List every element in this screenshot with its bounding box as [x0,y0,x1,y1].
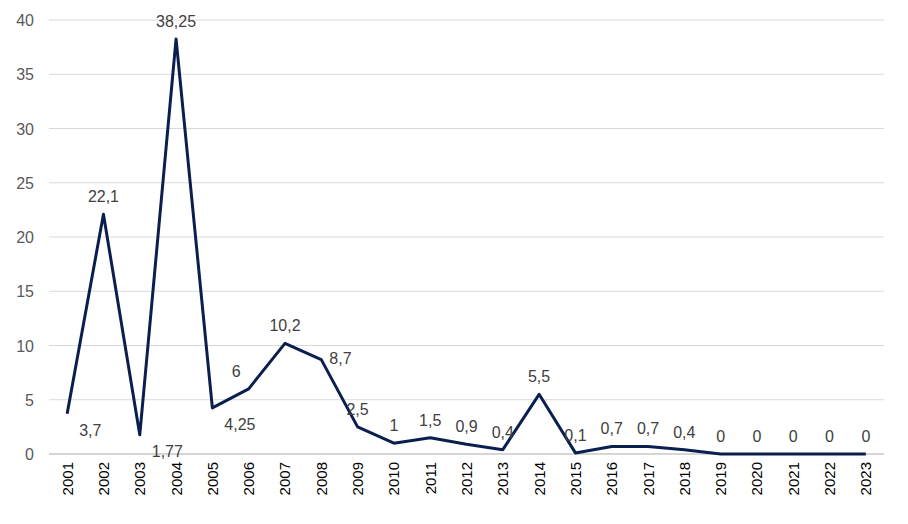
data-label: 0,1 [564,427,586,444]
x-tick-label: 2012 [458,462,475,495]
x-tick-label: 2004 [168,462,185,495]
data-label: 8,7 [329,350,351,367]
y-tick-label: 20 [16,229,34,246]
x-tick-label: 2002 [95,462,112,495]
grid-line [49,399,884,400]
data-label: 1,5 [419,412,441,429]
data-label: 3,7 [79,422,101,439]
plot-area [67,39,866,454]
data-label: 10,2 [269,317,300,334]
x-tick-label: 2015 [567,462,584,495]
data-label: 0 [752,428,761,445]
data-label: 38,25 [156,13,196,30]
data-label: 0,4 [673,424,695,441]
chart-container: 0510152025303540200120022003200420052006… [0,0,908,524]
y-tick-label: 25 [16,175,34,192]
y-tick-label: 10 [16,338,34,355]
y-tick-label: 40 [16,12,34,29]
x-tick-label: 2006 [240,462,257,495]
x-tick-label: 2001 [59,462,76,495]
grid-line [49,128,884,129]
data-label: 6 [232,363,241,380]
x-tick-label: 2019 [712,462,729,495]
y-tick-label: 15 [16,283,34,300]
y-tick-label: 0 [25,446,34,463]
x-tick-label: 2014 [531,462,548,495]
data-label: 0,7 [637,420,659,437]
data-label: 0 [716,428,725,445]
grid-line [49,237,884,238]
x-tick-label: 2023 [857,462,874,495]
x-tick-label: 2007 [276,462,293,495]
x-tick-label: 2021 [785,462,802,495]
data-label: 0 [789,428,798,445]
data-label: 0,7 [601,420,623,437]
y-tick-label: 5 [25,392,34,409]
data-label: 1,77 [152,443,183,460]
x-tick-label: 2009 [349,462,366,495]
grid-line [49,291,884,292]
x-tick-label: 2005 [204,462,221,495]
data-label: 5,5 [528,368,550,385]
data-label: 0,4 [492,424,514,441]
data-label: 22,1 [88,188,119,205]
data-label: 2,5 [346,401,368,418]
data-label: 0 [825,428,834,445]
y-tick-label: 30 [16,121,34,138]
x-tick-label: 2011 [422,462,439,494]
grid-line [49,182,884,183]
grid-line [49,345,884,346]
x-tick-label: 2003 [131,462,148,495]
x-tick-label: 2013 [494,462,511,495]
x-tick-label: 2017 [640,462,657,495]
x-tick-label: 2018 [676,462,693,495]
x-tick-label: 2008 [313,462,330,495]
chart: 0510152025303540200120022003200420052006… [0,0,908,524]
data-label: 0 [861,428,870,445]
data-label: 4,25 [224,416,255,433]
x-tick-label: 2022 [821,462,838,495]
data-label: 0,9 [455,418,477,435]
x-tick-label: 2010 [385,462,402,495]
line-series [67,39,866,454]
x-tick-label: 2016 [603,462,620,495]
y-tick-label: 35 [16,66,34,83]
data-label: 1 [389,417,398,434]
x-tick-label: 2020 [748,462,765,495]
